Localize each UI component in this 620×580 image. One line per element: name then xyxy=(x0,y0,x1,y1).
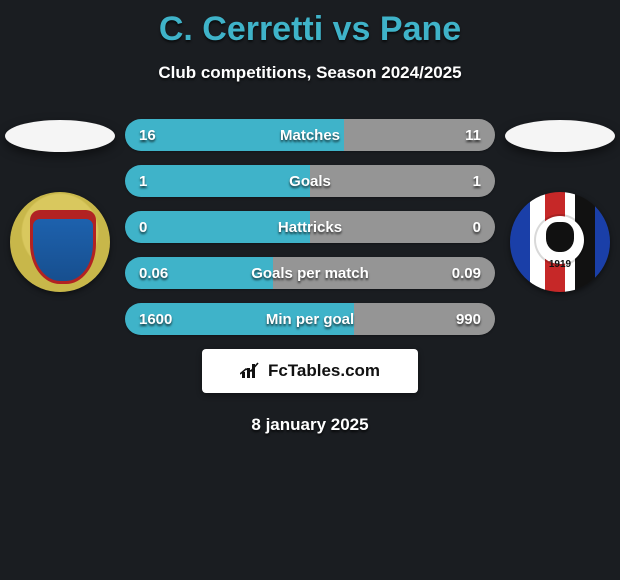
stat-row: 0.06 Goals per match 0.09 xyxy=(125,257,495,289)
comparison-subtitle: Club competitions, Season 2024/2025 xyxy=(0,63,620,83)
stat-value-right: 11 xyxy=(465,127,481,144)
stat-value-left: 1 xyxy=(139,173,147,190)
stat-rows: 16Matches111Goals10Hattricks00.06Goals p… xyxy=(125,119,495,335)
stat-label: Goals xyxy=(289,173,331,190)
stat-value-right: 0 xyxy=(473,219,481,236)
stat-value-right: 0.09 xyxy=(452,265,481,282)
player-left-emblem xyxy=(10,192,110,292)
stat-value-left: 1600 xyxy=(139,311,172,328)
player-right-avatar xyxy=(505,120,615,152)
stat-row: 1 Goals 1 xyxy=(125,165,495,197)
brand-text: FcTables.com xyxy=(268,361,380,381)
stat-value-left: 0.06 xyxy=(139,265,168,282)
stat-fill-left xyxy=(125,165,310,197)
chart-icon xyxy=(240,362,262,380)
stat-value-right: 1 xyxy=(473,173,481,190)
player-left xyxy=(0,120,120,292)
stat-label: Min per goal xyxy=(266,311,354,328)
comparison-title: C. Cerretti vs Pane xyxy=(0,10,620,49)
date-text: 8 january 2025 xyxy=(0,415,620,435)
stat-row: 1600 Min per goal 990 xyxy=(125,303,495,335)
stat-value-right: 990 xyxy=(456,311,481,328)
stat-row: 0 Hattricks 0 xyxy=(125,211,495,243)
stat-value-left: 0 xyxy=(139,219,147,236)
player-left-avatar xyxy=(5,120,115,152)
stat-label: Matches xyxy=(280,127,340,144)
emblem-year: 1919 xyxy=(510,259,610,270)
stat-fill-right xyxy=(310,165,495,197)
stat-value-left: 16 xyxy=(139,127,156,144)
brand-badge[interactable]: FcTables.com xyxy=(202,349,418,393)
player-right: 1919 xyxy=(500,120,620,292)
stat-label: Hattricks xyxy=(278,219,342,236)
stat-label: Goals per match xyxy=(251,265,369,282)
stat-row: 16 Matches 11 xyxy=(125,119,495,151)
player-right-emblem: 1919 xyxy=(510,192,610,292)
